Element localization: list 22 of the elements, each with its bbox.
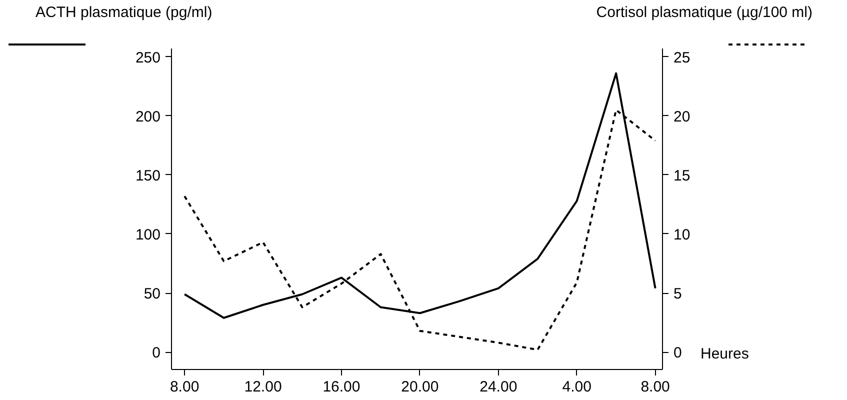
y2-tick-label: 25: [674, 49, 690, 66]
x-tick-label: 8.00: [640, 378, 670, 396]
y-axis-title: ACTH plasmatique (pg/ml): [36, 4, 212, 21]
x-axis-title: Heures: [700, 345, 749, 362]
y2-tick-label: 15: [674, 167, 690, 184]
y-tick-label: 150: [135, 167, 161, 184]
y2-tick-label: 0: [674, 344, 682, 362]
x-tick-label: 8.00: [170, 378, 200, 396]
y-tick-label: 50: [144, 286, 161, 303]
x-tick-label: 4.00: [562, 378, 592, 396]
x-tick-label: 24.00: [480, 378, 518, 396]
x-tick-label: 16.00: [322, 378, 360, 396]
y-tick-label: 200: [135, 108, 161, 126]
y-tick-label: 0: [152, 344, 160, 362]
y2-tick-label: 20: [674, 108, 690, 126]
y-tick-label: 250: [135, 49, 161, 66]
y-tick-label: 100: [135, 226, 161, 244]
y2-tick-label: 5: [674, 286, 682, 303]
x-tick-label: 20.00: [401, 378, 439, 396]
y2-tick-label: 10: [674, 226, 690, 244]
x-tick-label: 12.00: [244, 378, 282, 396]
y2-axis-title: Cortisol plasmatique (µg/100 ml): [596, 4, 813, 21]
